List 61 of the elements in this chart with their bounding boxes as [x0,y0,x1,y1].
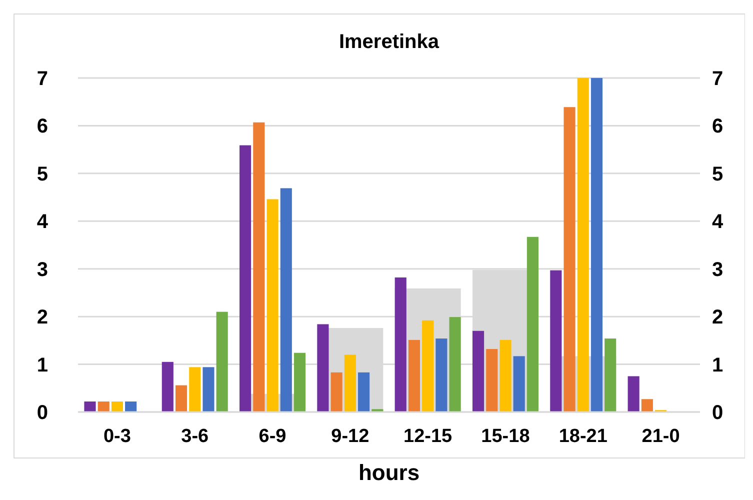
x-tick-label: 3-6 [181,426,209,447]
y-tick-label: 4 [36,211,49,234]
y2-tick-label: 3 [712,258,724,281]
bar [486,349,498,412]
bar [449,317,461,412]
bar [111,402,123,412]
y-tick-label: 2 [36,306,48,329]
bar [125,402,137,412]
y-tick-label: 6 [36,116,48,138]
bar [84,402,96,412]
bar [577,78,589,412]
x-tick-label: 0-3 [103,426,131,447]
bar [175,385,188,412]
bar [344,354,356,412]
bar [189,367,201,412]
bar [330,372,342,412]
chart-title: Imeretinka [338,31,440,53]
bar [98,402,110,412]
bar [550,270,562,412]
bar [358,372,370,412]
y2-tick-label: 1 [712,354,724,376]
y2-tick-label: 5 [712,163,724,186]
bar [590,78,603,412]
bar [641,399,653,412]
x-tick-label: 6-9 [258,426,286,447]
bar [294,352,306,412]
bar [240,145,252,412]
bar [526,236,538,412]
bar [513,356,525,412]
x-axis-title: hours [358,460,420,485]
y2-tick-label: 2 [712,306,724,329]
x-tick-label: 18-21 [558,426,608,447]
bar [472,330,484,412]
y-tick-label: 7 [36,68,48,90]
y2-tick-label: 0 [712,402,724,424]
bar [564,107,576,412]
y-tick-label: 0 [36,402,48,424]
bar [253,122,265,412]
bar [394,277,406,412]
bar [500,340,512,412]
bar [202,367,214,412]
bar [162,362,174,412]
bar [604,338,616,412]
x-tick-label: 15-18 [481,426,530,447]
x-tick-label: 9-12 [331,426,370,447]
bar [280,188,292,412]
bar [216,312,228,412]
bar [422,320,434,412]
y2-tick-label: 6 [712,116,724,138]
y2-tick-label: 7 [712,68,724,90]
bar [628,376,640,412]
y-tick-label: 5 [36,163,48,186]
x-tick-label: 12-15 [404,426,453,447]
bar [408,340,420,412]
bar [317,324,329,412]
bar [436,338,448,412]
y-tick-label: 3 [36,258,48,281]
y2-tick-label: 4 [712,211,724,234]
bar [266,199,278,412]
x-tick-label: 21-0 [642,426,680,447]
y-tick-label: 1 [36,354,48,376]
